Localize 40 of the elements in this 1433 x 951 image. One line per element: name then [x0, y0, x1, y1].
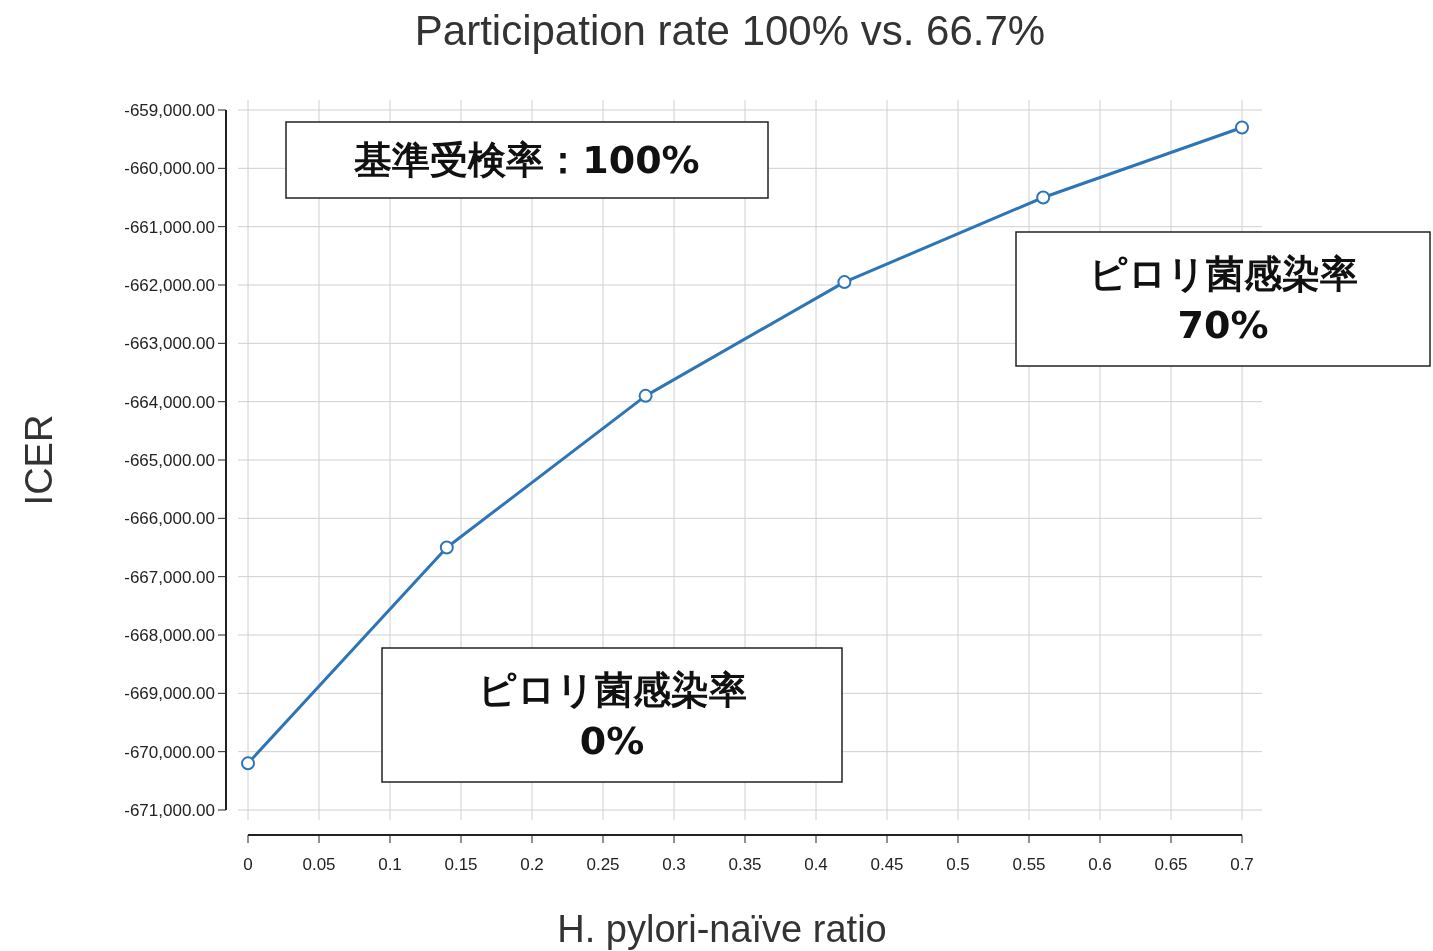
x-tick-label: 0.05: [302, 855, 336, 874]
x-tick-label: 0.1: [378, 855, 402, 874]
y-tick-label: -660,000.00: [124, 159, 215, 179]
y-tick-label: -668,000.00: [124, 626, 215, 645]
y-tick-label: -671,000.00: [124, 801, 215, 820]
x-tick-label: 0.2: [520, 855, 544, 874]
point: [1036, 190, 1051, 205]
x-tick-label: 0.55: [1012, 855, 1046, 874]
annotation: 基準受検率：100%: [353, 138, 700, 183]
point: [837, 275, 852, 290]
annotation: ピロリ菌感染率 0%: [477, 667, 747, 763]
y-tick-label: -659,000.00: [124, 101, 215, 120]
y-tick-label: -664,000.00: [124, 392, 215, 412]
point: [439, 540, 454, 555]
annotation: ピロリ菌感染率 70%: [1088, 251, 1358, 347]
y-tick-label: -661,000.00: [124, 217, 215, 237]
y-tick-label: -666,000.00: [124, 509, 215, 529]
point: [1235, 120, 1249, 135]
y-tick-label: -670,000.00: [124, 742, 215, 762]
x-tick-label: 0.6: [1088, 855, 1112, 874]
point: [241, 756, 255, 771]
x-tick-label: 0.35: [728, 855, 762, 874]
x-tick-label: 0.5: [946, 855, 970, 874]
x-tick-label: 0.3: [662, 855, 686, 874]
x-tick-label: 0.4: [804, 855, 828, 874]
point: [638, 388, 653, 403]
y-tick-label: -665,000.00: [124, 451, 215, 470]
x-axis-title: H. pylori-naïve ratio: [557, 908, 887, 950]
x-tick-label: 0.7: [1230, 855, 1254, 874]
x-tick-label: 0.65: [1154, 855, 1188, 874]
x-tick-label: 0.25: [586, 855, 620, 874]
y-axis-title: ICER: [18, 414, 60, 506]
y-tick-label: -669,000.00: [124, 684, 215, 704]
chart-title: Participation rate 100% vs. 66.7%: [414, 7, 1046, 54]
x-tick-label: 0: [243, 855, 253, 874]
y-tick-label: -667,000.00: [124, 567, 215, 587]
x-tick-label: 0.45: [870, 855, 904, 874]
y-tick-label: -663,000.00: [124, 334, 215, 354]
x-tick-label: 0.15: [444, 855, 478, 874]
y-tick-label: -662,000.00: [124, 276, 215, 295]
